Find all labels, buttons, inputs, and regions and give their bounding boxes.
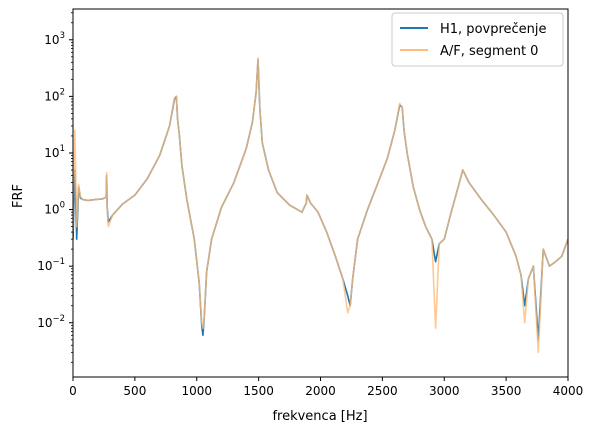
x-tick-label: 0 xyxy=(69,384,77,398)
plot-area xyxy=(73,57,568,354)
x-tick-label: 500 xyxy=(123,384,146,398)
series-line-0 xyxy=(73,58,568,341)
y-tick-label: 10−1 xyxy=(37,257,65,273)
y-tick-label: 10−2 xyxy=(37,314,65,330)
axes: 0 500 1000 1500 2000 2500 3000 3500 4000 10−2 10−1… xyxy=(37,8,584,398)
x-axis-label: frekvenca [Hz] xyxy=(272,409,367,424)
y-tick-label: 100 xyxy=(44,201,65,217)
y-tick-label: 102 xyxy=(44,87,65,103)
x-tick-label: 1000 xyxy=(181,384,212,398)
legend: H1, povprečenje A/F, segment 0 xyxy=(391,12,564,67)
legend-frame xyxy=(391,12,564,67)
x-tick-label: 3000 xyxy=(429,384,460,398)
x-tick-label: 2500 xyxy=(367,384,398,398)
x-tick-label: 1500 xyxy=(243,384,274,398)
y-tick-label: 103 xyxy=(44,31,65,47)
x-tick-label: 2000 xyxy=(305,384,336,398)
series-line-1 xyxy=(73,57,568,354)
y-axis-label: FRF xyxy=(11,184,26,208)
y-tick-label: 101 xyxy=(44,144,65,160)
x-tick-label: 4000 xyxy=(553,384,584,398)
legend-label-h1: H1, povprečenje xyxy=(440,22,547,37)
x-tick-label: 3500 xyxy=(491,384,522,398)
legend-label-af: A/F, segment 0 xyxy=(440,44,538,59)
